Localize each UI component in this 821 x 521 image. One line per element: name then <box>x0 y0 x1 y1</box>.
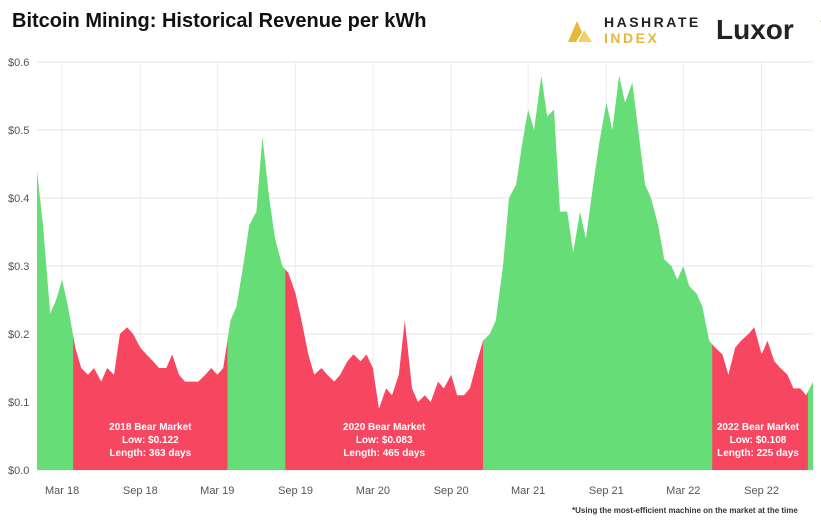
bull-market-area <box>483 75 713 470</box>
chart-title: Bitcoin Mining: Historical Revenue per k… <box>12 10 427 32</box>
y-tick-label: $0.2 <box>8 329 29 341</box>
x-tick-label: Mar 20 <box>356 485 390 497</box>
index-logo-text: INDEX <box>604 30 660 46</box>
y-tick-label: $0.1 <box>8 397 29 409</box>
x-tick-label: Mar 18 <box>45 485 79 497</box>
annotation-length: Length: 465 days <box>343 448 426 459</box>
annotation-low: Low: $0.122 <box>121 435 179 446</box>
bear-market-area <box>285 269 484 470</box>
footnote: *Using the most-efficient machine on the… <box>572 506 798 515</box>
annotation-low: Low: $0.083 <box>355 435 413 446</box>
bear-market-annotation: 2020 Bear Market Low: $0.083 Length: 465 d… <box>329 421 439 460</box>
x-tick-label: Sep 18 <box>123 485 158 497</box>
bear-market-annotation: 2018 Bear Market Low: $0.122 Length: 363 d… <box>95 421 205 460</box>
y-tick-label: $0.0 <box>8 465 29 477</box>
bull-market-area <box>227 136 286 470</box>
hashrate-index-logo-icon <box>568 21 592 42</box>
y-tick-label: $0.6 <box>8 57 29 69</box>
annotation-low: Low: $0.108 <box>729 435 787 446</box>
annotation-label: 2020 Bear Market <box>343 422 426 433</box>
annotation-length: Length: 363 days <box>109 448 192 459</box>
x-tick-label: Sep 20 <box>434 485 469 497</box>
bull-market-area <box>807 381 813 470</box>
x-tick-label: Mar 22 <box>666 485 700 497</box>
luxor-logo: Luxor <box>716 13 821 46</box>
y-tick-label: $0.3 <box>8 261 29 273</box>
annotation-label: 2018 Bear Market <box>109 422 192 433</box>
x-tick-label: Mar 21 <box>511 485 545 497</box>
hashrate-logo-text: HASHRATE <box>604 14 701 30</box>
x-tick-label: Sep 21 <box>589 485 624 497</box>
x-tick-label: Sep 19 <box>278 485 313 497</box>
x-tick-label: Sep 22 <box>744 485 779 497</box>
bear-market-annotation: 2022 Bear Market Low: $0.108 Length: 225 d… <box>703 421 813 460</box>
bear-market-area <box>73 327 228 470</box>
luxor-logo-text: Luxor <box>716 14 794 45</box>
bear-market-area <box>712 327 809 470</box>
y-tick-label: $0.5 <box>8 125 29 137</box>
annotation-label: 2022 Bear Market <box>716 422 800 433</box>
bull-market-area <box>37 170 74 470</box>
x-tick-label: Mar 19 <box>200 485 234 497</box>
y-tick-label: $0.4 <box>8 193 29 205</box>
annotation-length: Length: 225 days <box>717 448 799 459</box>
hashrate-index-logo: HASHRATE INDEX <box>564 14 701 46</box>
